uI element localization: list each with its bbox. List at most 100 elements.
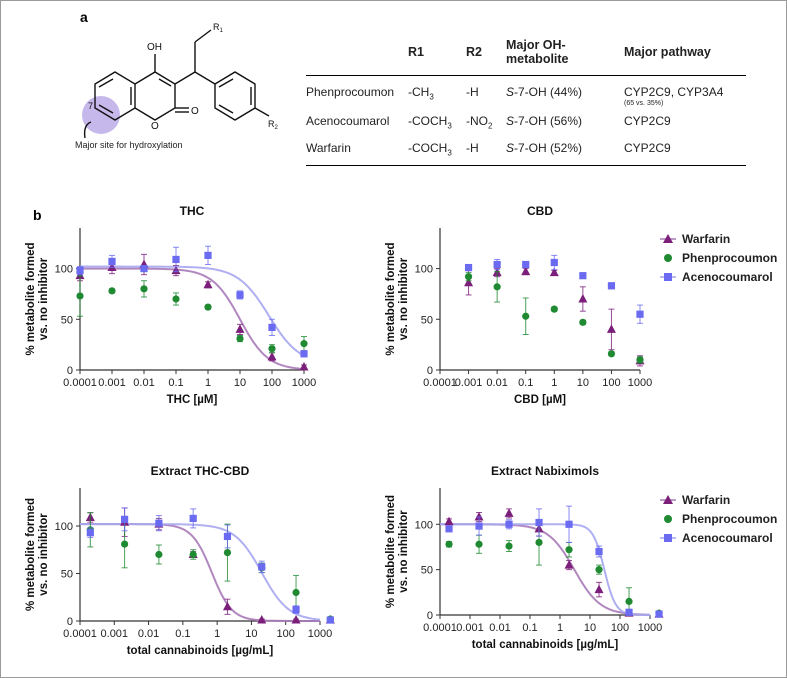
x-axis-label: total cannabinoids [µg/mL] [472, 639, 619, 651]
data-point-warfarin [235, 324, 245, 333]
cell-pathway: CYP2C9, CYP3A4 (65 vs. 35%) [624, 76, 746, 112]
chart-title: Extract THC-CBD [151, 464, 250, 478]
data-point-warfarin [578, 294, 588, 303]
data-point-phenprocoumon [535, 538, 543, 547]
data-point-warfarin [549, 267, 559, 277]
legend-item-phenprocoumon: Phenprocoumon [660, 248, 777, 267]
x-tick-label: 10 [577, 377, 589, 389]
data-point-phenprocoumon [565, 546, 573, 554]
data-point-acenocoumarol [189, 514, 197, 522]
data-point-warfarin [222, 601, 232, 611]
data-point-acenocoumarol [475, 522, 483, 530]
x-tick-label: 100 [611, 622, 629, 634]
header-r1: R1 [408, 30, 466, 76]
data-point-acenocoumarol [236, 291, 244, 299]
x-tick-label: 10 [234, 377, 246, 389]
legend-bottom: Warfarin Phenprocoumon Acenocoumarol [660, 490, 777, 547]
fit-curve-acenocoumarol [80, 523, 321, 621]
hydroxylation-site-highlight [82, 96, 120, 134]
x-tick-label: 0.01 [138, 628, 159, 640]
x-tick-label: 0.1 [518, 377, 533, 389]
legend-item-acenocoumarol: Acenocoumarol [660, 267, 777, 286]
chart-title: THC [180, 204, 205, 218]
data-point-phenprocoumon [464, 273, 473, 281]
data-point-acenocoumarol [223, 532, 232, 541]
y-axis-label: % metabolite formedvs. no inhibitor [385, 495, 410, 608]
data-point-acenocoumarol [505, 520, 513, 528]
data-point-warfarin [504, 508, 514, 517]
data-point-acenocoumarol [550, 258, 558, 267]
cell-drug: Phenprocoumon [306, 85, 395, 99]
cell-metabolite: S-7-OH (56%) [506, 114, 583, 128]
data-point-phenprocoumon [268, 345, 276, 353]
x-tick-label: 1 [214, 628, 220, 640]
data-point-acenocoumarol [155, 519, 163, 527]
cell-drug: Acenocoumarol [306, 114, 390, 128]
x-tick-label: 100 [602, 377, 620, 389]
fit-curve-acenocoumarol [440, 523, 650, 616]
data-point-acenocoumarol [204, 251, 212, 259]
x-axis-label: THC [µM] [167, 394, 218, 406]
data-point-acenocoumarol [258, 563, 266, 571]
legend-item-phenprocoumon: Phenprocoumon [660, 509, 777, 528]
data-point-acenocoumarol [579, 272, 587, 280]
data-point-warfarin [267, 351, 277, 361]
cell-drug: Warfarin [306, 138, 408, 166]
data-point-warfarin [474, 512, 484, 521]
data-point-acenocoumarol [522, 260, 530, 269]
x-tick-label: 0.001 [455, 377, 483, 389]
fit-curve-warfarin [80, 267, 305, 370]
data-point-acenocoumarol [535, 518, 543, 527]
data-point-phenprocoumon [108, 287, 116, 295]
y-tick-label: 100 [415, 264, 433, 276]
hydroxylation-caption: Major site for hydroxylation [75, 140, 183, 150]
data-point-acenocoumarol [636, 310, 644, 318]
data-point-acenocoumarol [326, 616, 334, 624]
data-point-phenprocoumon [522, 312, 530, 320]
table-row: Acenocoumarol -COCH3 -NO2 S-7-OH (56%) C… [306, 111, 746, 138]
y-tick-label: 0 [67, 365, 73, 377]
data-point-phenprocoumon [595, 566, 603, 574]
position-7-label: 7 [88, 101, 93, 111]
data-point-phenprocoumon [550, 305, 558, 313]
legend-top: Warfarin Phenprocoumon Acenocoumarol [660, 229, 777, 286]
y-axis-label: % metabolite formedvs. no inhibitor [25, 242, 50, 355]
x-tick-label: 1 [205, 377, 211, 389]
x-tick-label: 100 [263, 377, 281, 389]
y-tick-label: 0 [427, 365, 433, 377]
data-point-warfarin [257, 615, 267, 624]
data-point-acenocoumarol [655, 610, 663, 618]
data-point-phenprocoumon [579, 318, 587, 326]
data-point-phenprocoumon [445, 540, 453, 548]
table-row: Phenprocoumon -CH3 -H S-7-OH (44%) CYP2C… [306, 76, 746, 112]
legend-item-warfarin: Warfarin [660, 490, 777, 509]
y-tick-label: 0 [67, 616, 73, 628]
data-point-phenprocoumon [140, 285, 148, 293]
fit-curve-warfarin [440, 523, 650, 616]
cell-r2: -NO2 [466, 114, 493, 131]
cell-r1: -CH3 [408, 85, 434, 102]
cell-r1: -COCH3 [408, 114, 452, 131]
data-point-warfarin [291, 615, 301, 624]
fit-curve-acenocoumarol [80, 265, 305, 357]
y-tick-label: 100 [55, 264, 73, 276]
chart-title: Extract Nabiximols [491, 464, 599, 478]
x-axis-label: total cannabinoids [µg/mL] [127, 645, 274, 657]
cell-metabolite: S-7-OH (44%) [506, 85, 583, 99]
panel-a-label: a [80, 9, 88, 25]
data-point-warfarin [521, 266, 531, 276]
table-header-row: R1 R2 Major OH-metabolite Major pathway [306, 30, 746, 76]
data-point-acenocoumarol [300, 350, 308, 358]
y-tick-label: 100 [55, 521, 73, 533]
data-point-warfarin [464, 277, 474, 287]
y-tick-label: 100 [415, 519, 433, 531]
x-tick-label: 0.0001 [63, 628, 97, 640]
data-point-phenprocoumon [636, 356, 644, 364]
header-pathway: Major pathway [624, 30, 746, 76]
data-point-acenocoumarol [86, 529, 94, 537]
cell-r2: -H [466, 138, 506, 166]
y-axis-label: % metabolite formedvs. no inhibitor [385, 242, 410, 355]
data-point-phenprocoumon [204, 303, 212, 311]
r1-label: R1 [213, 22, 224, 34]
header-metabolite: Major OH-metabolite [506, 30, 624, 76]
